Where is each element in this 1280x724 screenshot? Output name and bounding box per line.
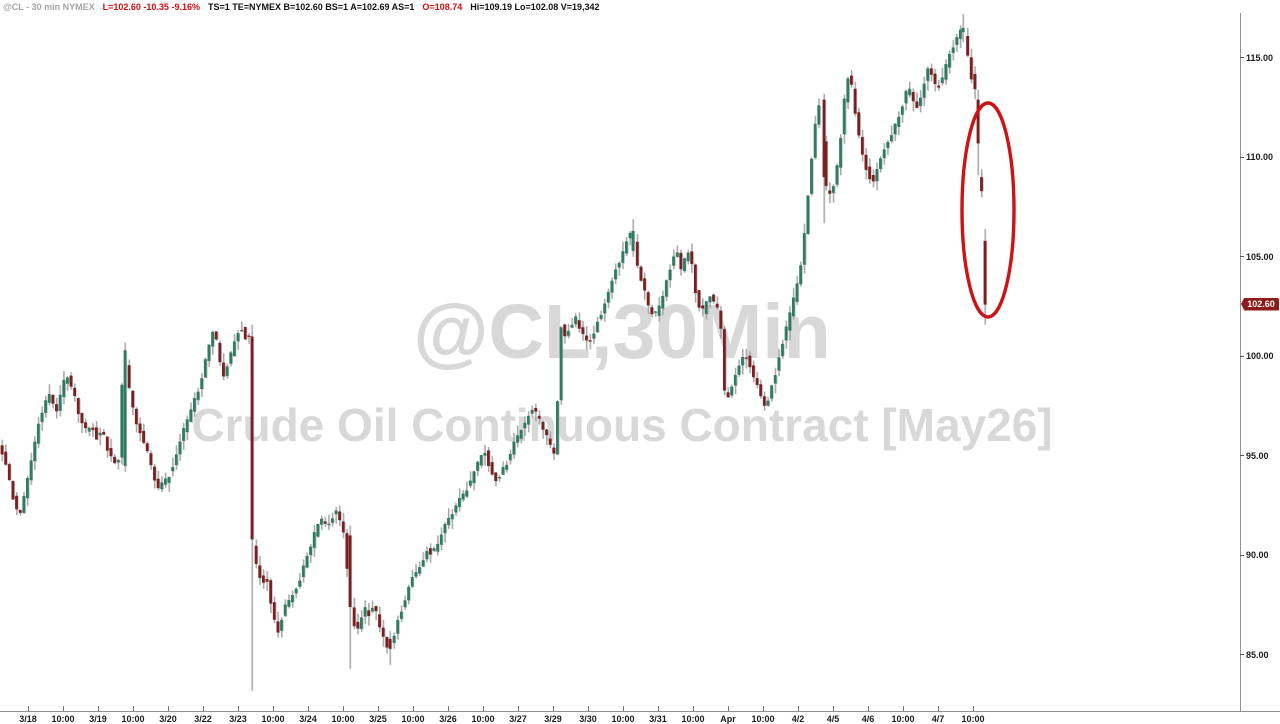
price-tick-mark (1240, 57, 1244, 59)
time-tick-label: 10:00 (331, 714, 355, 724)
time-tick-mark (588, 706, 589, 711)
time-tick-mark (273, 706, 274, 711)
price-tick-mark (1240, 654, 1244, 656)
time-tick-mark (203, 706, 204, 711)
price-tick-label: 85.00 (1246, 649, 1269, 660)
time-tick-mark (868, 706, 869, 711)
price-tick-label: 110.00 (1246, 152, 1274, 163)
price-tick-label: 100.00 (1246, 351, 1274, 362)
time-tick-mark (903, 706, 904, 711)
time-tick-mark (133, 706, 134, 711)
time-tick-label: 3/25 (369, 714, 387, 724)
price-tick-mark (1240, 355, 1244, 357)
price-tick-label: 105.00 (1246, 251, 1274, 262)
price-tick-mark (1240, 455, 1244, 457)
symbol-interval-label: @CL - 30 min NYMEX (3, 2, 95, 12)
time-tick-mark (553, 706, 554, 711)
price-tick-mark (1240, 156, 1244, 158)
time-tick-label: 10:00 (611, 714, 635, 724)
time-tick-mark (658, 706, 659, 711)
price-tick-mark (1240, 256, 1244, 258)
time-tick-label: 3/31 (649, 714, 667, 724)
time-tick-mark (483, 706, 484, 711)
time-tick-label: 3/20 (159, 714, 177, 724)
time-tick-label: 10:00 (681, 714, 705, 724)
time-tick-label: 3/22 (194, 714, 212, 724)
time-tick-label: 3/23 (229, 714, 247, 724)
time-tick-label: 3/24 (299, 714, 317, 724)
time-tick-label: 3/19 (89, 714, 107, 724)
time-tick-mark (798, 706, 799, 711)
time-tick-mark (973, 706, 974, 711)
time-tick-mark (378, 706, 379, 711)
time-tick-mark (728, 706, 729, 711)
time-tick-mark (693, 706, 694, 711)
time-tick-mark (938, 706, 939, 711)
time-tick-mark (448, 706, 449, 711)
time-tick-label: 10:00 (401, 714, 425, 724)
price-tick-label: 115.00 (1246, 52, 1274, 63)
price-axis-line (1240, 13, 1241, 711)
time-tick-label: 10:00 (121, 714, 145, 724)
quote-bar: @CL - 30 min NYMEX L=102.60 -10.35 -9.16… (3, 1, 600, 13)
time-tick-label: 3/18 (19, 714, 37, 724)
time-tick-mark (763, 706, 764, 711)
time-tick-label: 4/2 (791, 714, 805, 724)
hi-lo-volume-info: Hi=109.19 Lo=102.08 V=19,342 (470, 2, 600, 12)
time-tick-mark (413, 706, 414, 711)
time-tick-label: 10:00 (891, 714, 915, 724)
time-tick-label: 10:00 (751, 714, 775, 724)
time-tick-label: 4/5 (826, 714, 840, 724)
time-tick-mark (98, 706, 99, 711)
time-tick-mark (623, 706, 624, 711)
time-tick-label: 10:00 (261, 714, 285, 724)
price-tick-mark (1240, 554, 1244, 556)
time-tick-mark (343, 706, 344, 711)
time-tick-mark (238, 706, 239, 711)
time-tick-label: 3/26 (439, 714, 457, 724)
time-tick-label: 4/6 (861, 714, 875, 724)
time-tick-label: 10:00 (51, 714, 75, 724)
time-tick-label: 10:00 (471, 714, 495, 724)
open-price-info: O=108.74 (422, 2, 463, 12)
time-tick-mark (833, 706, 834, 711)
price-tick-label: 95.00 (1246, 450, 1269, 461)
time-tick-mark (28, 706, 29, 711)
price-tick-label: 90.00 (1246, 550, 1269, 561)
time-tick-mark (518, 706, 519, 711)
time-tick-label: 10:00 (961, 714, 985, 724)
last-price-badge: 102.60 (1241, 297, 1279, 311)
time-tick-label: 3/30 (579, 714, 597, 724)
time-tick-mark (308, 706, 309, 711)
time-tick-label: Apr (720, 714, 736, 724)
time-tick-label: 3/29 (544, 714, 562, 724)
session-bid-ask-info: TS=1 TE=NYMEX B=102.60 BS=1 A=102.69 AS=… (207, 2, 415, 12)
time-tick-label: 4/7 (931, 714, 945, 724)
time-tick-mark (63, 706, 64, 711)
last-trade-info: L=102.60 -10.35 -9.16% (102, 2, 200, 12)
time-tick-mark (168, 706, 169, 711)
time-axis-line (0, 711, 1280, 712)
time-tick-label: 3/27 (509, 714, 527, 724)
